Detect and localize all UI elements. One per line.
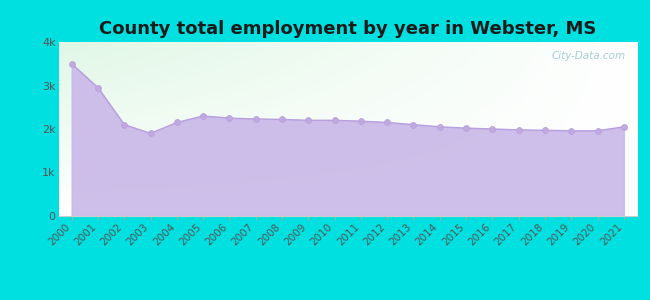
- Point: [250, 117, 261, 122]
- Point: [146, 131, 156, 136]
- Point: [619, 124, 629, 129]
- Point: [514, 128, 524, 132]
- Point: [356, 119, 366, 124]
- Point: [66, 61, 77, 66]
- Point: [435, 124, 445, 129]
- Title: County total employment by year in Webster, MS: County total employment by year in Webst…: [99, 20, 597, 38]
- Point: [408, 122, 419, 127]
- Point: [198, 113, 208, 118]
- Point: [461, 126, 471, 130]
- Point: [540, 128, 550, 133]
- Point: [488, 127, 498, 131]
- Point: [119, 122, 129, 127]
- Point: [224, 116, 235, 121]
- Point: [277, 117, 287, 122]
- Point: [382, 120, 393, 125]
- Point: [330, 118, 340, 123]
- Point: [592, 128, 603, 133]
- Point: [172, 120, 182, 125]
- Point: [303, 118, 313, 123]
- Point: [566, 128, 577, 133]
- Point: [93, 85, 103, 90]
- Text: City-Data.com: City-Data.com: [551, 51, 625, 61]
